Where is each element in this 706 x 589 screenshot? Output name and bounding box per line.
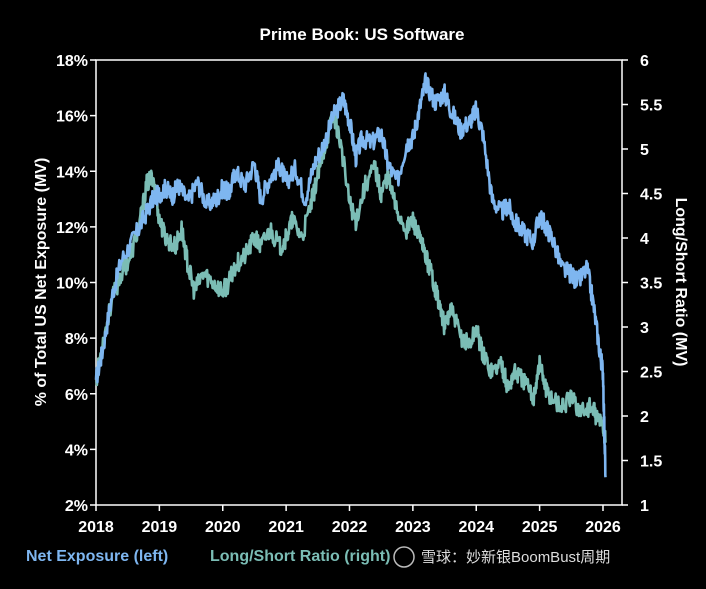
series-line-long-short-ratio <box>94 110 607 444</box>
y-tick-label-left: 8% <box>65 331 88 348</box>
y-tick-label-right: 1 <box>640 498 649 515</box>
y-tick-label-left: 10% <box>56 276 88 293</box>
x-tick-label: 2023 <box>395 519 431 536</box>
y-tick-label-right: 3.5 <box>640 276 662 293</box>
x-tick-label: 2019 <box>142 519 178 536</box>
y-tick-label-left: 6% <box>65 387 88 404</box>
series-line-net-exposure <box>94 72 607 478</box>
tick-layer: 2018 2019 2020 2021 2022 2023 2024 2025 2026 2% 4%… <box>56 53 662 536</box>
y-tick-label-right: 3 <box>640 320 649 337</box>
chart-title: Prime Book: US Software <box>260 25 465 44</box>
watermark: 雪球：妙新银BoomBust周期 <box>393 546 610 568</box>
y-axis-label-right: Long/Short Ratio (MV) <box>672 198 689 367</box>
y-tick-label-right: 6 <box>640 53 649 70</box>
y-tick-label-left: 16% <box>56 109 88 126</box>
y-tick-label-left: 2% <box>65 498 88 515</box>
y-tick-label-left: 4% <box>65 442 88 459</box>
y-tick-label-left: 12% <box>56 220 88 237</box>
y-tick-label-right: 4.5 <box>640 187 662 204</box>
watermark-logo-icon <box>393 546 415 568</box>
y-axis-label-left: % of Total US Net Exposure (MV) <box>33 158 50 407</box>
y-tick-label-left: 14% <box>56 164 88 181</box>
x-tick-label: 2024 <box>458 519 494 536</box>
y-tick-label-right: 1.5 <box>640 454 662 471</box>
legend: Net Exposure (left) Long/Short Ratio (ri… <box>26 548 390 565</box>
legend-net-exposure: Net Exposure (left) <box>26 548 168 565</box>
x-tick-label: 2018 <box>78 519 114 536</box>
y-tick-label-right: 2.5 <box>640 365 662 382</box>
x-tick-label: 2025 <box>522 519 558 536</box>
y-tick-label-right: 5.5 <box>640 98 662 115</box>
x-tick-label: 2022 <box>332 519 368 536</box>
x-tick-label: 2026 <box>585 519 621 536</box>
plot-frame <box>95 59 623 506</box>
y-tick-label-right: 2 <box>640 409 649 426</box>
y-tick-label-left: 18% <box>56 53 88 70</box>
series-layer <box>94 72 607 478</box>
watermark-text: 雪球：妙新银BoomBust周期 <box>421 549 610 566</box>
x-tick-label: 2020 <box>205 519 241 536</box>
y-tick-label-right: 5 <box>640 142 649 159</box>
legend-long-short-ratio: Long/Short Ratio (right) <box>210 548 390 565</box>
x-tick-label: 2021 <box>268 519 304 536</box>
y-tick-label-right: 4 <box>640 231 649 248</box>
